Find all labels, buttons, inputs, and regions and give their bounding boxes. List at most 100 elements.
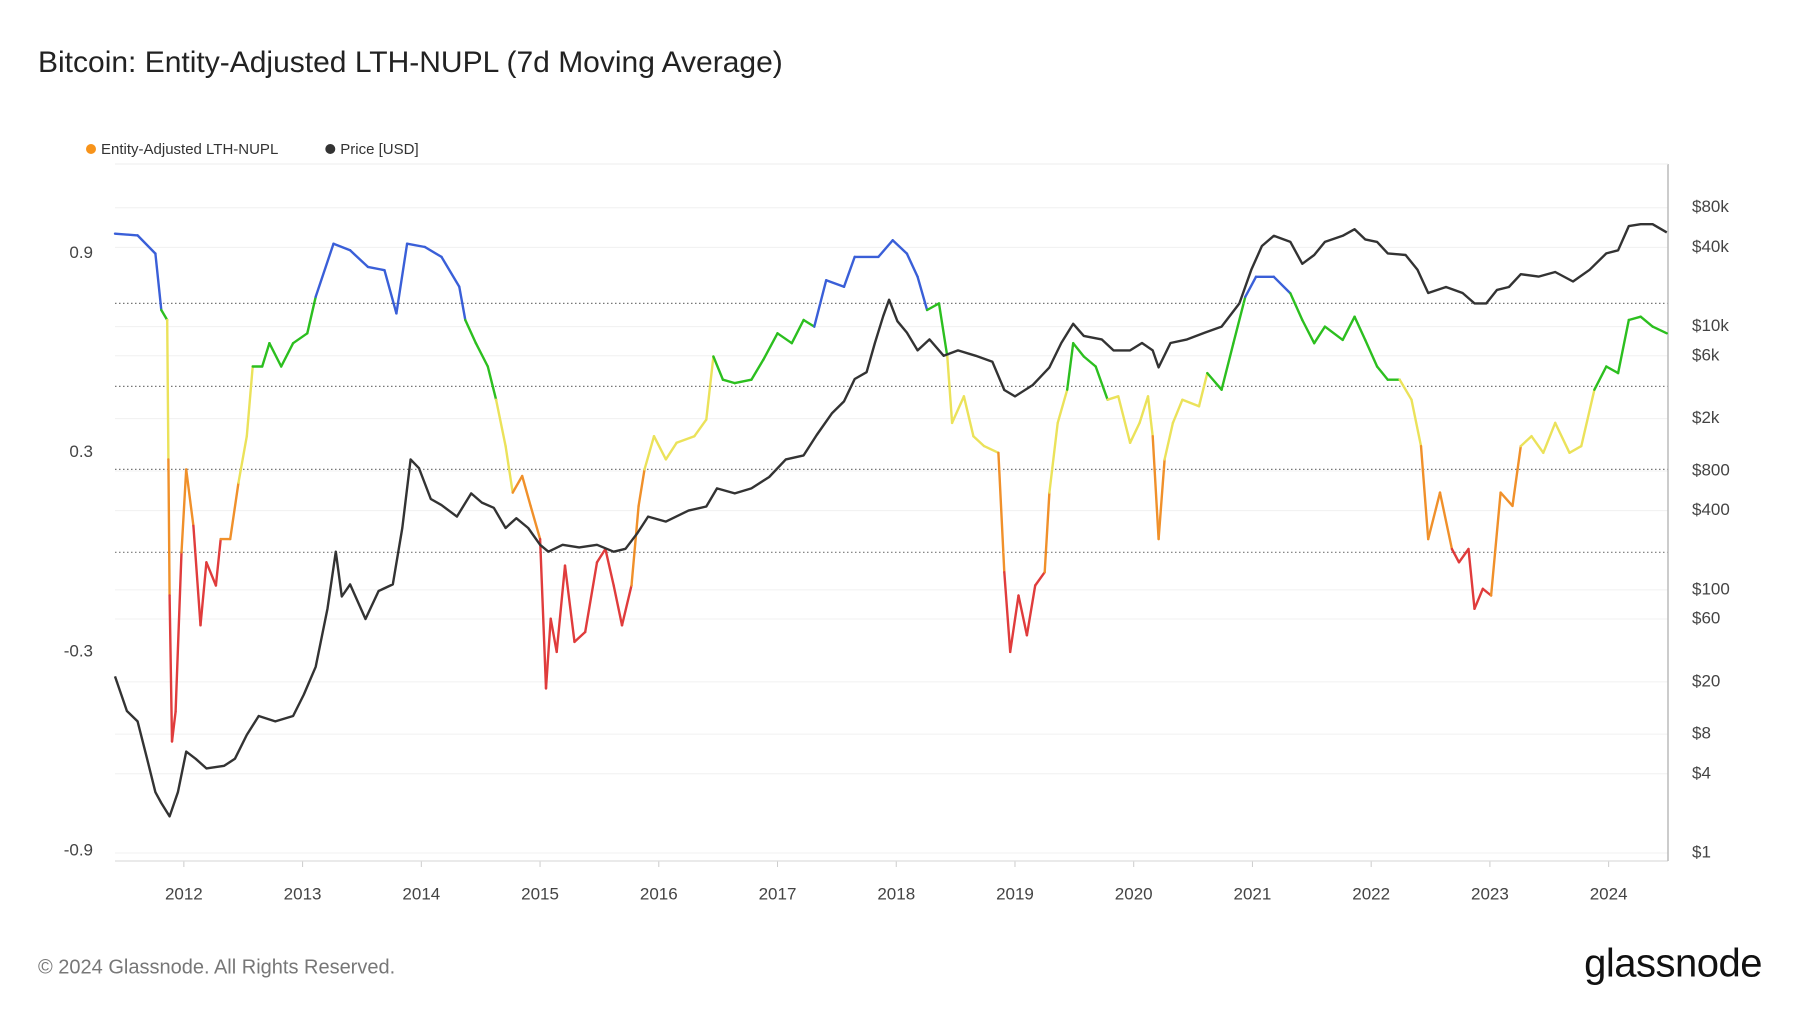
nupl-segment — [1519, 435, 1533, 448]
nupl-segment — [494, 398, 507, 448]
nupl-segment — [395, 242, 409, 315]
nupl-segment — [504, 444, 514, 494]
y2-tick-label: $8 — [1692, 724, 1711, 743]
nupl-segment — [1082, 355, 1097, 368]
nupl-segment — [925, 302, 941, 312]
nupl-segment — [1410, 398, 1423, 448]
nupl-segment — [185, 468, 195, 527]
chart-title: Bitcoin: Entity-Adjusted LTH-NUPL (7d Mo… — [38, 46, 783, 79]
nupl-segment — [1580, 388, 1596, 448]
x-tick-label: 2021 — [1234, 884, 1272, 903]
x-tick-label: 2020 — [1115, 884, 1153, 903]
nupl-segment — [972, 435, 986, 448]
nupl-segment — [643, 435, 656, 471]
nupl-segment — [937, 302, 949, 358]
nupl-segment — [229, 481, 240, 541]
nupl-segment — [664, 441, 678, 461]
nupl-segment — [584, 561, 599, 634]
nupl-segment — [1003, 571, 1012, 654]
nupl-segment — [1530, 435, 1545, 454]
nupl-segment — [168, 594, 174, 743]
nupl-segment — [916, 275, 929, 312]
y2-tick-label: $2k — [1692, 408, 1720, 427]
nupl-segment — [1157, 458, 1166, 541]
nupl-segment — [1639, 315, 1654, 328]
nupl-segment — [962, 395, 975, 438]
nupl-segment — [1272, 275, 1292, 295]
legend-label: Entity-Adjusted LTH-NUPL — [101, 141, 278, 158]
nupl-segment — [1072, 342, 1085, 358]
nupl-segment — [214, 537, 222, 587]
y2-tick-label: $4 — [1692, 763, 1711, 782]
nupl-segment — [486, 365, 498, 401]
nupl-segment — [1034, 571, 1046, 587]
nupl-segment — [383, 269, 398, 315]
nupl-segment — [604, 547, 615, 587]
price-line — [113, 223, 1668, 818]
x-tick-label: 2022 — [1352, 884, 1390, 903]
nupl-segment — [280, 342, 295, 368]
nupl-segment — [1048, 421, 1059, 494]
nupl-segment — [1301, 318, 1316, 345]
y2-tick-label: $6k — [1692, 345, 1720, 364]
nupl-segment — [1353, 315, 1367, 342]
nupl-segment — [733, 378, 753, 385]
nupl-segment — [1151, 435, 1160, 541]
nupl-segment — [1398, 378, 1413, 401]
x-tick-label: 2015 — [521, 884, 559, 903]
nupl-segment — [802, 318, 816, 328]
nupl-segment — [813, 279, 828, 328]
y2-tick-label: $400 — [1692, 500, 1730, 519]
nupl-segment — [1419, 444, 1430, 541]
y2-tick-label: $80k — [1692, 197, 1729, 216]
nupl-segment — [544, 617, 552, 690]
nupl-segment — [511, 474, 524, 494]
nupl-segment — [1206, 371, 1223, 391]
nupl-segment — [721, 378, 736, 385]
nupl-segment — [167, 458, 171, 597]
nupl-segment — [675, 435, 696, 444]
nupl-segment — [348, 249, 370, 269]
nupl-segment — [1313, 325, 1327, 345]
nupl-segment — [1043, 491, 1051, 574]
nupl-segment — [712, 355, 725, 381]
nupl-segment — [905, 252, 919, 278]
nupl-segment — [306, 295, 317, 335]
nupl-segment — [440, 255, 461, 288]
nupl-segment — [1066, 342, 1075, 391]
nupl-segment — [1289, 292, 1304, 322]
nupl-segment — [113, 232, 139, 237]
nupl-segment — [332, 242, 352, 252]
nupl-segment — [1499, 491, 1514, 508]
nupl-segment — [1467, 547, 1476, 610]
copyright: © 2024 Glassnode. All Rights Reserved. — [38, 956, 395, 978]
nupl-segment — [1450, 547, 1461, 564]
nupl-segment — [1554, 421, 1571, 454]
nupl-segment — [1017, 594, 1029, 637]
nupl-segment — [154, 252, 163, 312]
nupl-segment — [877, 239, 894, 259]
x-tick-label: 2012 — [165, 884, 203, 903]
nupl-segment — [423, 245, 443, 259]
x-tick-label: 2019 — [996, 884, 1034, 903]
nupl-segment — [1605, 365, 1620, 375]
nupl-segment — [405, 242, 427, 249]
nupl-segment — [1364, 338, 1379, 368]
nupl-segment — [474, 342, 489, 368]
legend-marker — [86, 144, 96, 154]
nupl-segment — [555, 564, 567, 654]
nupl-segment — [314, 242, 335, 298]
nupl-segment — [595, 547, 607, 564]
legend-label: Price [USD] — [340, 141, 418, 158]
nupl-segment — [160, 308, 169, 322]
nupl-segment — [291, 332, 309, 345]
nupl-segment — [1128, 421, 1141, 444]
nupl-segment — [538, 537, 548, 690]
nupl-segment — [1511, 444, 1522, 508]
nupl-segment — [1025, 584, 1037, 637]
nupl-segment — [245, 365, 254, 438]
nupl-segment — [652, 435, 668, 461]
x-tick-label: 2024 — [1590, 884, 1628, 903]
y-tick-label: 0.9 — [69, 243, 93, 262]
nupl-segment — [620, 584, 633, 627]
